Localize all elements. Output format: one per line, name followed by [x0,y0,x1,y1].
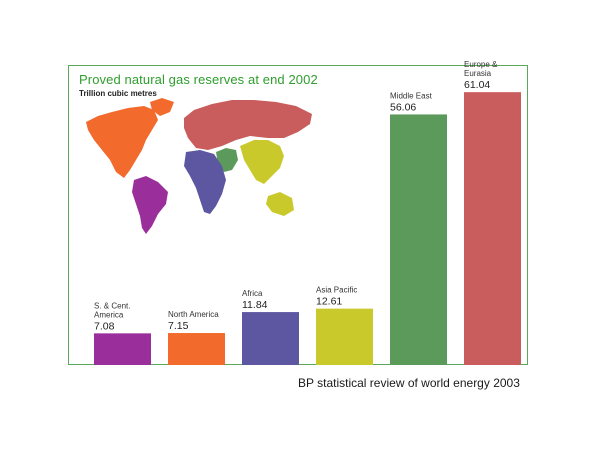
bar-category-label: S. & Cent. [94,301,130,310]
bar-value-label: 12.61 [316,296,342,308]
bar-value-label: 11.84 [242,299,268,311]
bar-value-label: 56.06 [390,101,416,113]
map-region-south-america [132,176,168,234]
bar-category-label: Asia Pacific [316,286,357,295]
map-region-greenland [150,98,174,116]
bar-category-label: Eurasia [464,69,492,78]
chart-subtitle: Trillion cubic metres [79,89,157,98]
chart-title: Proved natural gas reserves at end 2002 [79,72,318,87]
bar-0 [94,333,151,365]
bar-3 [316,308,373,365]
bar-1 [168,333,225,365]
bar-category-label: North America [168,310,219,319]
bar-category-label: Middle East [390,91,433,100]
map-region-africa [184,150,226,214]
source-caption: BP statistical review of world energy 20… [298,376,520,390]
bar-value-label: 7.08 [94,320,115,332]
bar-category-label: America [94,310,124,319]
map-region-europe-eurasia [184,100,312,150]
bar-value-label: 61.04 [464,79,490,91]
map-region-asia-pacific [240,140,294,216]
bar-category-label: Europe & [464,60,498,69]
map-region-north-america [86,106,158,178]
bar-2 [242,312,299,365]
bar-4 [390,114,447,365]
bar-category-label: Africa [242,289,263,298]
world-map [86,98,312,234]
bar-value-label: 7.15 [168,320,189,332]
bar-5 [464,92,521,365]
